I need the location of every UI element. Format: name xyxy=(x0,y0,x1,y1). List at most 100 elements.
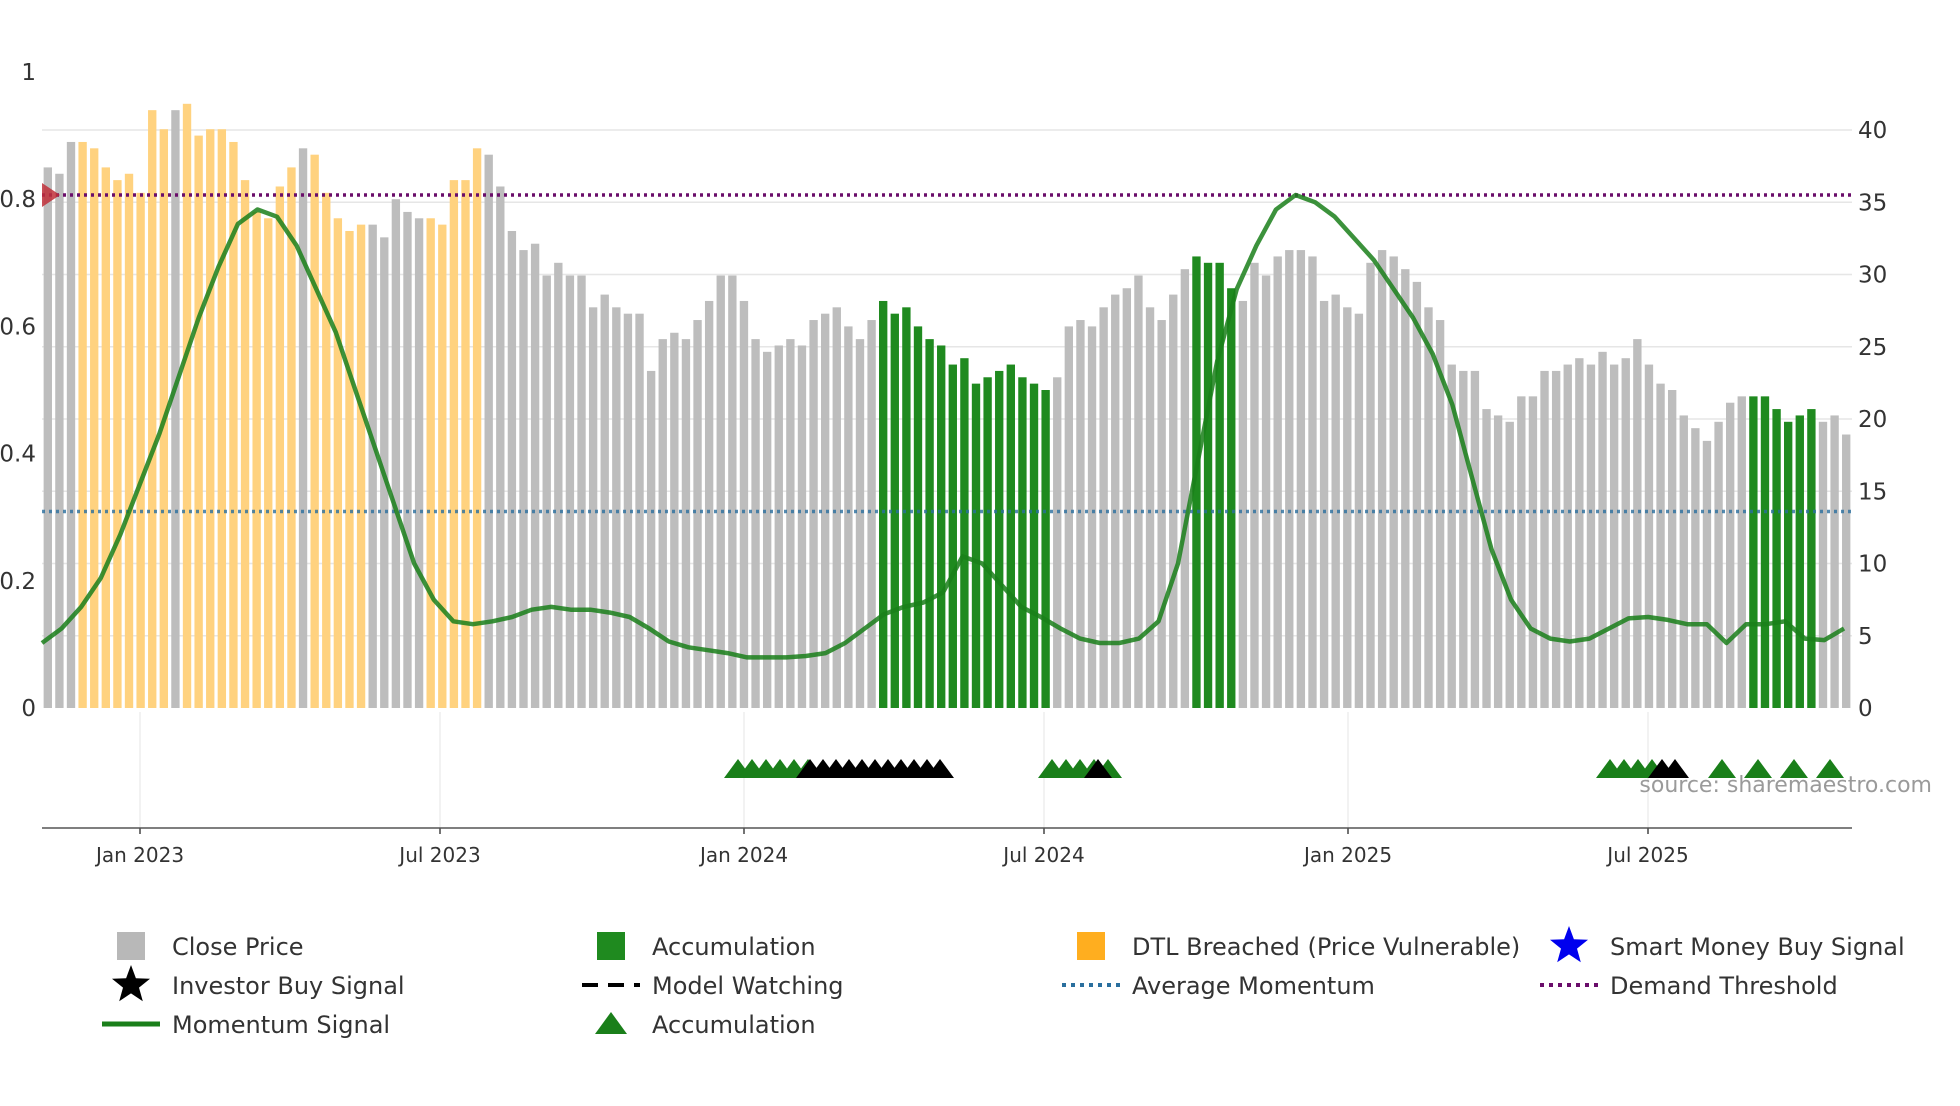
price-bar xyxy=(1389,256,1398,708)
price-bar xyxy=(1760,396,1770,708)
price-bar xyxy=(832,307,841,708)
price-bar xyxy=(507,231,517,708)
price-bar xyxy=(786,339,795,708)
price-bar xyxy=(1644,364,1654,708)
x-tick-label: Jul 2025 xyxy=(1605,843,1688,867)
price-bar xyxy=(751,339,760,708)
price-bar xyxy=(739,300,749,708)
price-bar xyxy=(1099,307,1108,708)
watching-marker xyxy=(926,759,954,778)
price-bar xyxy=(391,199,401,708)
right-axis-tick: 35 xyxy=(1858,190,1887,216)
price-bar xyxy=(1180,269,1190,708)
price-bar xyxy=(356,224,366,708)
price-bar xyxy=(925,339,934,708)
price-bar xyxy=(600,294,609,708)
price-bar xyxy=(646,370,656,708)
legend-triangle-icon xyxy=(595,1012,627,1034)
left-axis-tick: 0.4 xyxy=(0,442,36,468)
price-bar xyxy=(1134,275,1143,708)
price-bar xyxy=(124,173,134,708)
left-axis-tick: 1 xyxy=(21,60,36,86)
right-axis-tick: 20 xyxy=(1858,407,1887,433)
price-bar xyxy=(1784,421,1793,708)
legend-item: Average Momentum xyxy=(1062,972,1375,1000)
price-bar xyxy=(1076,320,1085,708)
price-bar xyxy=(1540,370,1549,708)
price-bar xyxy=(762,351,772,708)
legend-label: Momentum Signal xyxy=(172,1011,390,1039)
price-bar xyxy=(774,345,783,708)
price-bar xyxy=(844,326,853,708)
price-bar xyxy=(1238,300,1248,708)
legend-label: Demand Threshold xyxy=(1610,972,1838,1000)
price-bar xyxy=(1319,300,1329,708)
legend-label: Close Price xyxy=(172,933,304,961)
price-bar xyxy=(937,345,946,708)
price-bar xyxy=(658,339,667,708)
price-bar xyxy=(206,129,215,709)
price-bar xyxy=(345,231,354,708)
price-bar xyxy=(264,218,273,708)
price-bar xyxy=(1818,421,1828,708)
legend-label: Accumulation xyxy=(652,1011,816,1039)
legend-item: Accumulation xyxy=(597,932,816,961)
price-bar xyxy=(1029,383,1039,708)
legend-item: Model Watching xyxy=(582,972,844,1000)
source-label: source: sharemaestro.com xyxy=(1639,773,1932,798)
price-bar xyxy=(809,320,818,708)
price-bar xyxy=(229,141,238,708)
price-bar xyxy=(1656,383,1665,708)
right-axis-tick: 5 xyxy=(1858,624,1873,650)
price-bar xyxy=(1145,307,1155,708)
price-bar xyxy=(90,148,99,708)
price-bar xyxy=(1006,364,1015,708)
price-bar xyxy=(113,180,122,708)
price-bar xyxy=(1714,421,1723,708)
price-bar xyxy=(820,313,830,708)
price-bar xyxy=(565,275,575,708)
price-bar xyxy=(496,186,505,709)
left-axis-tick: 0.6 xyxy=(0,314,36,340)
price-bar xyxy=(588,307,598,708)
price-bar xyxy=(1250,262,1259,708)
x-tick-label: Jan 2024 xyxy=(698,843,788,867)
price-bar xyxy=(1621,358,1630,708)
legend-label: DTL Breached (Price Vulnerable) xyxy=(1132,933,1520,961)
right-axis-tick: 15 xyxy=(1858,479,1887,505)
price-bar xyxy=(101,167,110,708)
price-bar xyxy=(1331,294,1340,708)
price-bar xyxy=(1087,326,1097,708)
legend-swatch xyxy=(117,932,145,960)
price-bar xyxy=(1691,428,1700,708)
price-bar xyxy=(1737,396,1746,708)
right-axis-tick: 25 xyxy=(1858,335,1887,361)
price-bar xyxy=(948,364,957,708)
left-axis-tick: 0.8 xyxy=(0,187,36,213)
price-bar xyxy=(438,224,447,708)
price-bar xyxy=(1517,396,1526,708)
right-axis-tick: 30 xyxy=(1858,263,1887,289)
price-bar xyxy=(623,313,633,708)
legend-item: Investor Buy Signal xyxy=(112,965,405,1002)
price-bar xyxy=(670,332,679,708)
price-bar xyxy=(1053,377,1062,708)
price-bar xyxy=(1598,351,1607,708)
price-bar xyxy=(1482,409,1491,708)
price-bar xyxy=(275,186,285,709)
legend-label: Investor Buy Signal xyxy=(172,972,405,1000)
price-bar xyxy=(1586,364,1596,708)
legend-item: Momentum Signal xyxy=(102,1011,390,1039)
price-bar xyxy=(1528,396,1538,708)
price-bar xyxy=(403,211,412,709)
legend-item: DTL Breached (Price Vulnerable) xyxy=(1077,932,1520,961)
price-bar xyxy=(426,218,435,708)
price-bar xyxy=(1203,262,1213,708)
legend-item: Demand Threshold xyxy=(1540,972,1838,1000)
x-tick-label: Jan 2023 xyxy=(94,843,184,867)
price-bar xyxy=(1505,421,1514,708)
right-axis-tick: 10 xyxy=(1858,552,1887,578)
price-bar xyxy=(867,320,876,708)
price-bar xyxy=(194,135,203,709)
